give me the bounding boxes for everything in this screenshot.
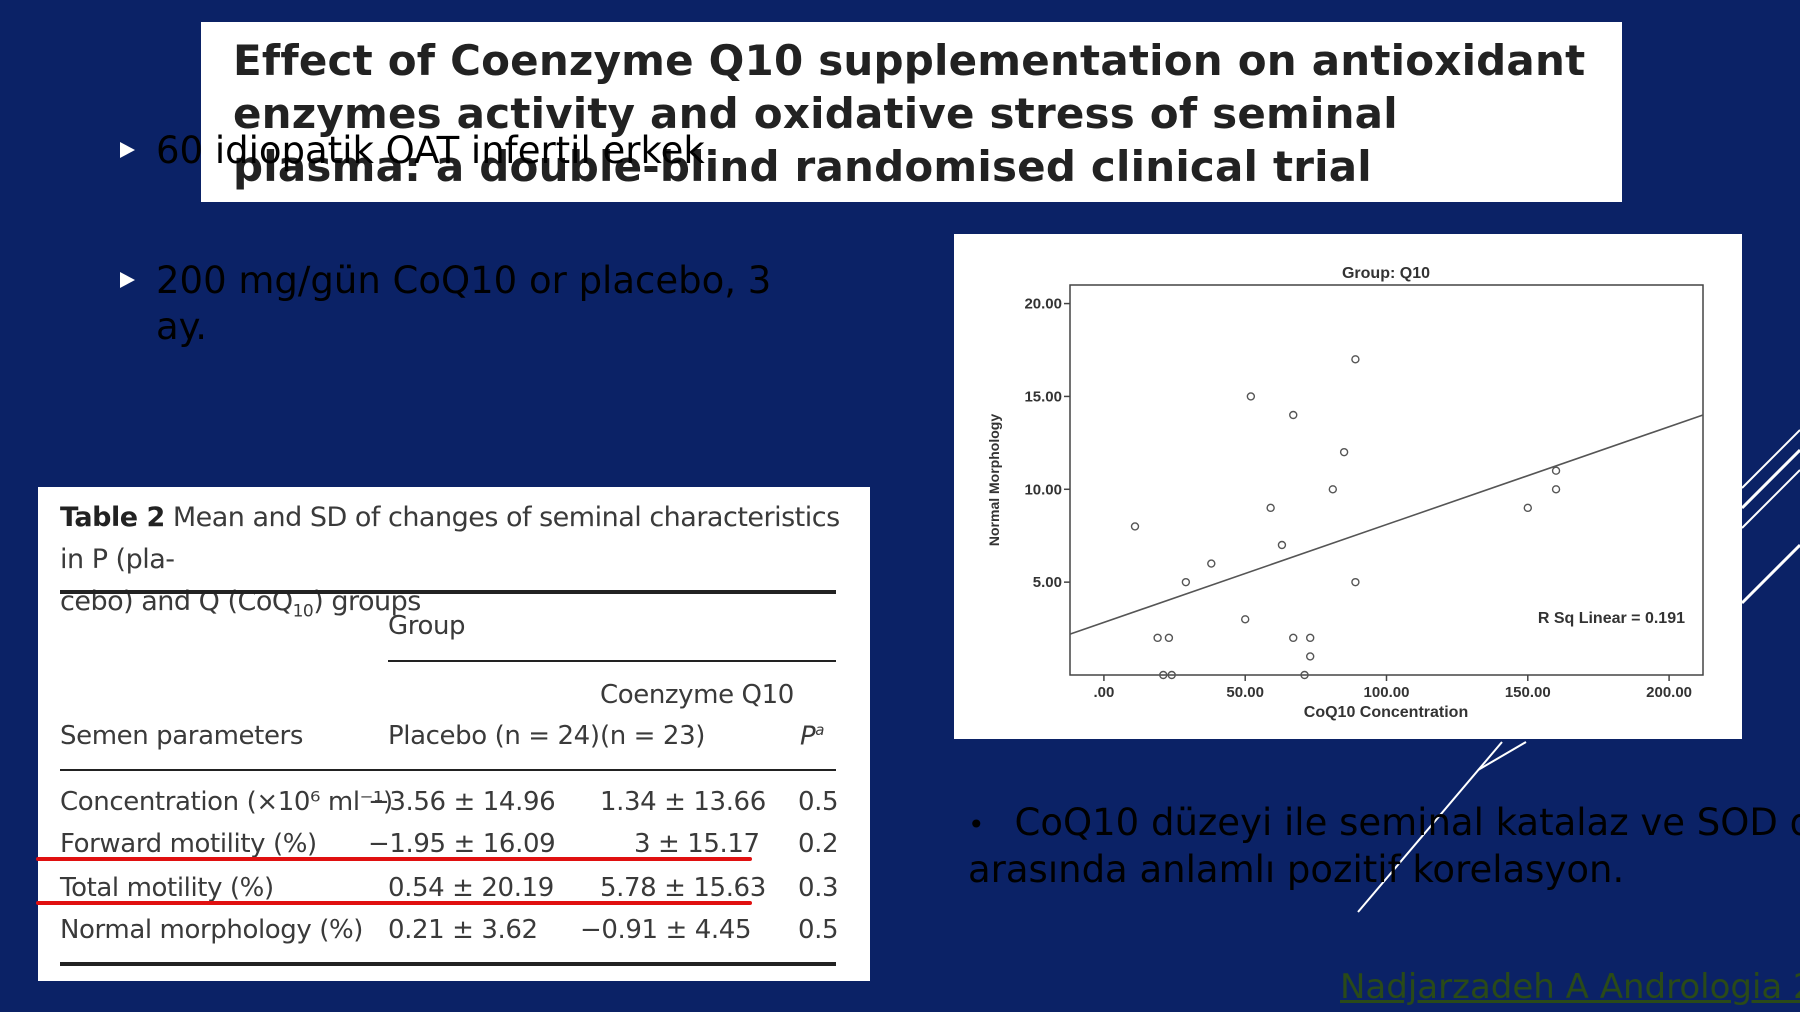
row-1-placebo: −3.56 ± 14.96 [368,787,556,817]
row-3-placebo: 0.54 ± 20.19 [388,873,554,903]
data-point [1207,559,1216,568]
row-2-p: 0.2 [798,829,839,859]
scatter-chart-svg: Group: Q10 CoQ10 Concentration Normal Mo… [986,265,1704,721]
data-point [1551,485,1561,494]
right-text-line-1: CoQ10 düzeyi ile seminal katalaz ve SOD … [1014,801,1800,844]
data-point [1277,540,1287,550]
data-point [1306,652,1315,661]
right-bullet-text: • CoQ10 düzeyi ile seminal katalaz ve SOD… [968,800,1800,892]
table-top-rule [60,590,836,594]
data-point [1300,670,1309,680]
row-1-p: 0.5 [798,787,839,817]
regression-line [1069,414,1704,635]
y-tick-label: 5.00 [1033,574,1062,591]
table-bottom-rule [60,962,836,966]
data-point [1153,633,1162,643]
row-4-param: Normal morphology (%) [60,915,364,945]
slide-title-box: Effect of Coenzyme Q10 supplementation o… [201,22,1622,202]
x-tick-label: 50.00 [1226,684,1264,701]
data-point [1339,447,1349,457]
right-bullet-icon: • [968,808,985,841]
table-caption-text-1: Mean and SD of changes of seminal charac… [60,502,840,575]
data-point [1523,503,1532,513]
row-3-p: 0.3 [798,873,839,903]
row-4-coq: −0.91 ± 4.45 [580,915,752,945]
col-header-param: Semen parameters [60,721,303,751]
data-point [1167,670,1176,680]
r-squared-annotation: R Sq Linear = 0.191 [1538,610,1685,627]
data-point [1551,466,1561,475]
triangle-bullet-icon [120,142,135,158]
data-point [1328,485,1338,494]
red-underline-forward-motility [36,857,752,861]
data-point [1351,577,1360,587]
row-2-coq: 3 ± 15.17 [634,829,760,859]
slide-title: Effect of Coenzyme Q10 supplementation o… [233,36,1586,191]
citation-link[interactable]: Nadjarzadeh A Andrologia 2 [1340,967,1800,1007]
bullet-text-1: 60 idiopatik OAT infertil erkek [156,129,705,172]
data-point [1306,633,1315,643]
col-header-coq-line1: Coenzyme Q10 [600,680,794,710]
row-4-placebo: 0.21 ± 3.62 [388,915,538,945]
red-underline-total-motility [36,901,752,905]
col-header-p: Pa [800,721,824,752]
y-tick-label: 20.00 [1024,296,1062,313]
col-header-p-sup: a [815,721,825,739]
data-point [1351,355,1360,364]
data-point [1289,410,1298,420]
group-header: Group [388,611,466,641]
data-point [1159,670,1168,680]
data-point [1130,522,1140,531]
data-point [1181,577,1191,587]
x-tick-label: 150.00 [1505,684,1551,701]
scatter-chart: Group: Q10 CoQ10 Concentration Normal Mo… [954,234,1742,739]
bullet-text-2: 200 mg/gün CoQ10 or placebo, 3 ay. [156,259,772,348]
table-caption-sub: 10 [292,601,314,622]
row-4-p: 0.5 [798,915,839,945]
y-tick-label: 15.00 [1024,388,1062,405]
x-tick-label: 200.00 [1646,684,1692,701]
data-point [1246,392,1256,401]
row-3-coq: 5.78 ± 15.63 [600,873,766,903]
right-text-line-2: arasında anlamlı pozitif korelasyon. [968,848,1625,891]
row-1-coq: 1.34 ± 13.66 [600,787,766,817]
data-point [1266,503,1275,513]
bullet-item-2: 200 mg/gün CoQ10 or placebo, 3 ay. [120,258,806,350]
x-tick-label: 100.00 [1364,684,1410,701]
table-caption-label: Table 2 [60,502,165,533]
col-header-p-letter: P [800,721,816,752]
row-2-param: Forward motility (%) [60,829,317,859]
data-point [1289,633,1298,643]
col-header-placebo: Placebo (n = 24) [388,721,600,751]
data-point [1164,633,1174,643]
col-header-coq-line2: (n = 23) [600,721,705,751]
row-3-param: Total motility (%) [60,873,274,903]
bullet-item-1: 60 idiopatik OAT infertil erkek [120,128,716,174]
x-tick-label: .00 [1093,684,1114,701]
row-2-placebo: −1.95 ± 16.09 [368,829,556,859]
y-tick-label: 10.00 [1024,481,1062,498]
results-table: Table 2 Mean and SD of changes of semina… [36,487,870,981]
row-1-param: Concentration (×10⁶ ml⁻¹) [60,787,393,817]
chart-title: Group: Q10 [1342,265,1430,282]
data-point [1241,615,1250,624]
header-bottom-rule [60,769,836,771]
triangle-bullet-icon [120,272,135,288]
group-rule [388,660,836,662]
x-axis-label: CoQ10 Concentration [1304,704,1468,721]
y-axis-label: Normal Morphology [986,414,1002,546]
